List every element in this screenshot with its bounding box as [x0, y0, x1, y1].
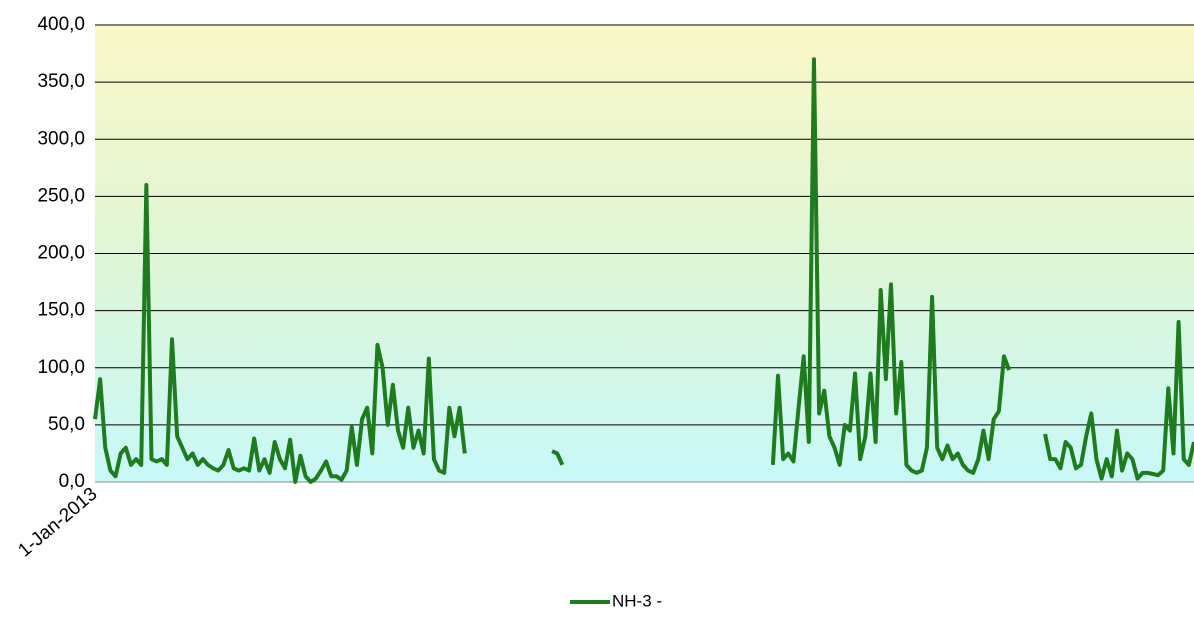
data-line [93, 57, 1194, 484]
x-tick-label: 1-Jan-2013 [14, 484, 101, 562]
y-tick-label: 100,0 [37, 357, 85, 378]
y-tick-label: 250,0 [37, 185, 85, 206]
y-tick-label: 350,0 [37, 71, 85, 92]
y-tick-label: 50,0 [48, 414, 85, 435]
legend-label: NH-3 - [612, 591, 662, 610]
y-tick-label: 0,0 [59, 471, 85, 492]
y-tick-label: 150,0 [37, 300, 85, 321]
y-tick-label: 200,0 [37, 243, 85, 264]
y-tick-label: 400,0 [37, 14, 85, 35]
y-tick-label: 300,0 [37, 128, 85, 149]
